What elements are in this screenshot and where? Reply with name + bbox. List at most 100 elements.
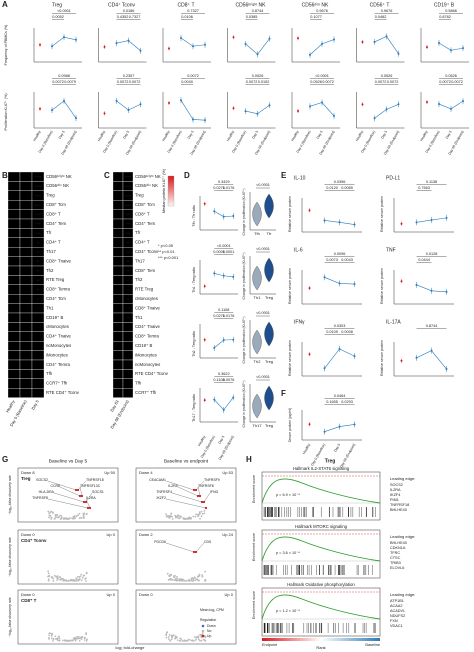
point [85,632,88,634]
significance: **** [125,175,132,180]
point [67,580,70,582]
significance: * [127,287,129,292]
gene-label: ATP1B1 [390,599,404,603]
plot-title: Hallmark Oxidative phosphorylation [287,582,355,587]
gene-label: CCR8 [50,484,60,488]
column-title: Treg [52,2,62,8]
heat-cell [7,369,21,379]
y-label: Relative serum protein [380,268,384,304]
p-value: 0.0303 [334,324,346,328]
point [200,510,203,513]
row-label: CD8⁺ Tnaive [46,258,71,263]
axes [301,270,362,305]
dot [127,108,130,111]
p-value: <0.0001 [256,375,270,379]
p-value: 0.1108 [213,378,224,382]
p-value: 0.7327 [187,9,199,13]
heat-cell [19,209,33,220]
count: Down 8 [21,470,35,475]
heat-cell [112,294,124,304]
dot [232,396,235,399]
point [52,639,54,642]
x-label: Healthy [302,443,311,455]
significance: *** [36,222,41,227]
gene-label: BHLHE40 [390,508,407,512]
column-title: Baseline vs endpoint [164,458,209,464]
point [166,572,169,575]
point [165,631,168,634]
legend-entry: No [207,629,211,633]
point [77,514,79,516]
axes [98,92,147,129]
point [64,640,67,642]
rule [59,486,81,497]
point [200,636,203,639]
point [65,517,68,520]
point [47,570,50,573]
point [171,578,174,581]
dot [333,114,335,117]
p-value: 0.0152 [258,80,270,84]
x-label: Rank [316,645,325,650]
dot [462,47,464,50]
plot-frame [261,529,381,579]
gene-label: CDKN1A [390,546,406,550]
heat-cell [19,303,33,314]
column-label: Day 63 [109,398,120,412]
point [178,516,181,519]
dot [338,221,341,224]
point [80,579,83,582]
p-value: 0.0072 [375,80,387,84]
x-label: Th1 [254,295,262,300]
point [170,512,173,515]
point [176,579,179,582]
row-label: CD4⁺ Temra [46,362,71,367]
point [190,579,193,582]
dot [222,274,225,277]
point [190,639,193,642]
p-value: 0.3429 [218,180,230,184]
x-label: Day 5 [380,130,388,140]
heat-cell [122,341,134,351]
axes [227,28,276,63]
heat-cell [7,378,21,389]
heat-cell [112,265,124,276]
gene-label: IL2RA [168,484,178,488]
dot [415,356,418,359]
axes [393,270,454,305]
point [51,511,54,514]
p-value: 0.0109 [326,330,338,334]
dot [450,107,452,110]
gene-label: IKZF4 [390,493,400,497]
point [181,640,184,642]
count: Up 53 [222,470,233,475]
y-label: Change in proliferation (Ki-67⁺) [242,188,246,235]
point [188,638,191,641]
y-label: Change in proliferation (Ki-67⁺) [242,252,246,299]
x-label: Healthy [290,130,299,142]
plot-title: IL-17A [386,319,401,325]
point [66,639,68,642]
row-label: iMonocytes [46,352,68,357]
heat-cell [112,171,124,182]
heat-cell [7,303,21,314]
violin [264,193,274,219]
heat-cell [7,350,21,361]
heat-cell [19,228,33,238]
point [49,511,52,514]
y-label: Proliferation Ki-67⁺ (%) [4,93,8,130]
y-label: Enrichment score [252,591,256,619]
point [203,639,206,641]
point [201,574,204,577]
point [191,639,194,642]
point [77,636,80,638]
axes [98,28,147,63]
dot [438,103,440,106]
heat-cell [19,369,33,379]
p-value: 0.9676 [316,9,328,13]
significance: **** [35,184,42,189]
y-label: Relative serum protein [288,196,292,232]
plot-title: TNF [386,247,396,253]
x-label: Treg [265,359,273,364]
